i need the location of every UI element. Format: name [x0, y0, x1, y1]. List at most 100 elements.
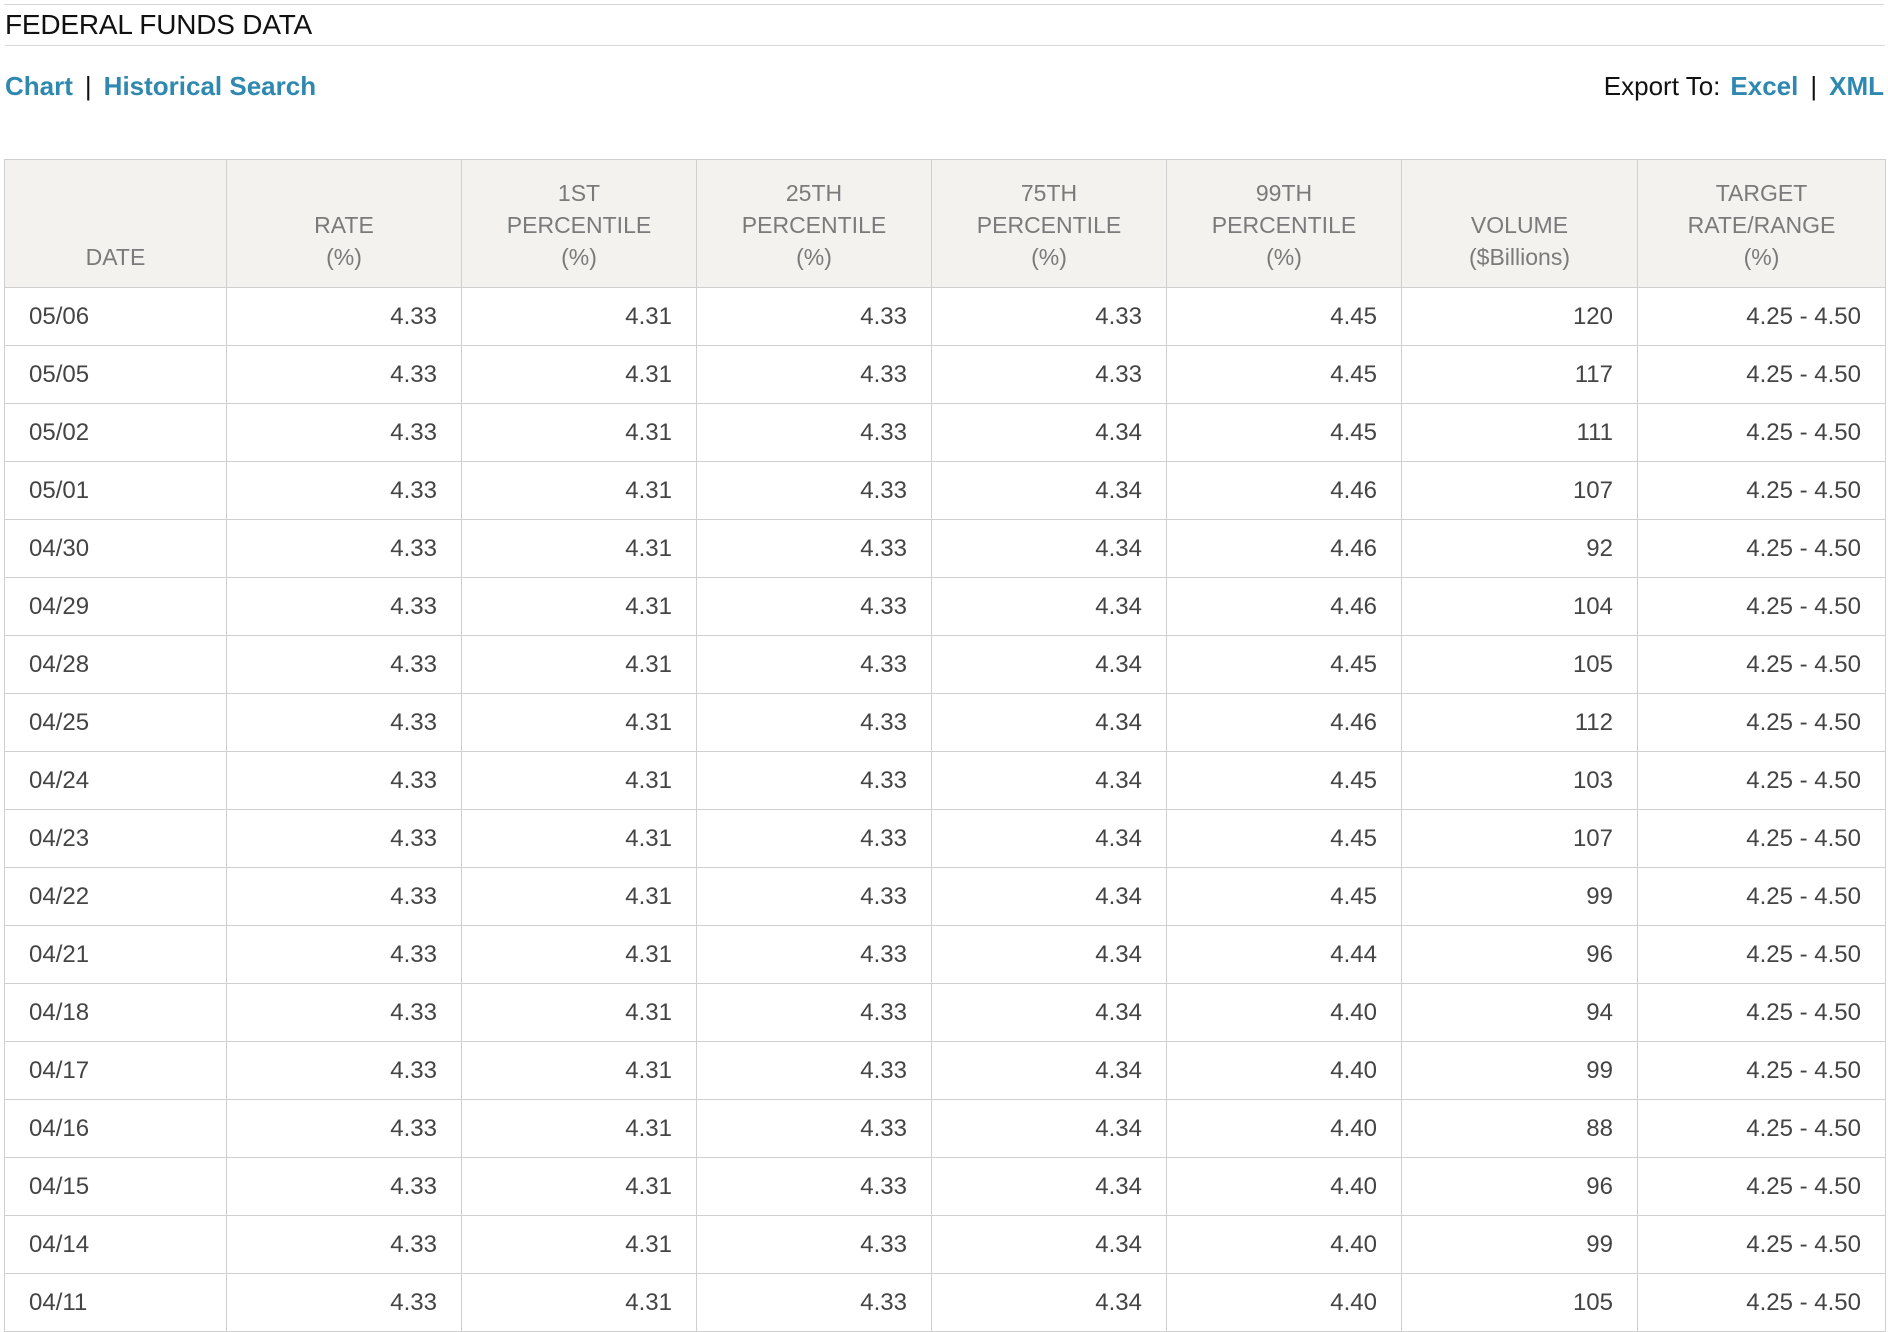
cell-99th-percentile: 4.40 [1166, 1157, 1402, 1216]
cell-volume: 112 [1401, 693, 1638, 752]
export-xml-link[interactable]: XML [1829, 70, 1884, 101]
cell-25th-percentile: 4.33 [696, 751, 932, 810]
column-header-line: PERCENTILE [741, 212, 887, 238]
cell-volume: 120 [1401, 287, 1638, 346]
table-row: 04/16 4.33 4.31 4.33 4.34 4.40 88 4.25 - 4.50 [4, 1099, 1886, 1158]
cell-volume: 104 [1401, 577, 1638, 636]
cell-1st-percentile: 4.31 [461, 693, 697, 752]
export-label: Export To: [1603, 70, 1721, 101]
table-body: 05/06 4.33 4.31 4.33 4.33 4.45 120 4.25 - 4.50 0… [4, 287, 1886, 1332]
column-header-line: RATE [314, 212, 374, 238]
table-row: 04/21 4.33 4.31 4.33 4.34 4.44 96 4.25 - 4.50 [4, 925, 1886, 984]
table-row: 04/25 4.33 4.31 4.33 4.34 4.46 112 4.25 - 4.50 [4, 693, 1886, 752]
cell-rate: 4.33 [226, 519, 462, 578]
cell-99th-percentile: 4.40 [1166, 1041, 1402, 1100]
cell-75th-percentile: 4.34 [931, 809, 1167, 868]
cell-99th-percentile: 4.40 [1166, 983, 1402, 1042]
page-title: FEDERAL FUNDS DATA [5, 5, 1885, 46]
cell-target-rate-range: 4.25 - 4.50 [1637, 983, 1886, 1042]
cell-25th-percentile: 4.33 [696, 403, 932, 462]
cell-target-rate-range: 4.25 - 4.50 [1637, 1215, 1886, 1274]
cell-volume: 105 [1401, 635, 1638, 694]
cell-rate: 4.33 [226, 461, 462, 520]
nav-separator: | [84, 70, 92, 101]
cell-75th-percentile: 4.34 [931, 1099, 1167, 1158]
cell-target-rate-range: 4.25 - 4.50 [1637, 345, 1886, 404]
cell-25th-percentile: 4.33 [696, 1273, 932, 1332]
cell-rate: 4.33 [226, 1215, 462, 1274]
table-row: 04/23 4.33 4.31 4.33 4.34 4.45 107 4.25 - 4.50 [4, 809, 1886, 868]
chart-link[interactable]: Chart [5, 70, 73, 101]
cell-1st-percentile: 4.31 [461, 1273, 697, 1332]
column-header-line: PERCENTILE [976, 212, 1122, 238]
cell-1st-percentile: 4.31 [461, 287, 697, 346]
table-row: 05/05 4.33 4.31 4.33 4.33 4.45 117 4.25 - 4.50 [4, 345, 1886, 404]
cell-date: 04/15 [4, 1157, 227, 1216]
cell-25th-percentile: 4.33 [696, 983, 932, 1042]
column-header-line: TARGET [1715, 180, 1808, 206]
column-header-rate: RATE (%) [226, 159, 462, 288]
column-header-25th-percentile: 25TH PERCENTILE (%) [696, 159, 932, 288]
cell-75th-percentile: 4.34 [931, 461, 1167, 520]
cell-date: 04/22 [4, 867, 227, 926]
cell-25th-percentile: 4.33 [696, 1041, 932, 1100]
historical-search-link[interactable]: Historical Search [103, 70, 317, 101]
cell-target-rate-range: 4.25 - 4.50 [1637, 867, 1886, 926]
column-header-line: (%) [1743, 244, 1780, 270]
cell-99th-percentile: 4.45 [1166, 403, 1402, 462]
table-row: 05/06 4.33 4.31 4.33 4.33 4.45 120 4.25 - 4.50 [4, 287, 1886, 346]
cell-75th-percentile: 4.34 [931, 577, 1167, 636]
column-header-target-rate-range: TARGET RATE/RANGE (%) [1637, 159, 1886, 288]
cell-target-rate-range: 4.25 - 4.50 [1637, 809, 1886, 868]
cell-75th-percentile: 4.34 [931, 925, 1167, 984]
table-row: 04/18 4.33 4.31 4.33 4.34 4.40 94 4.25 - 4.50 [4, 983, 1886, 1042]
cell-rate: 4.33 [226, 345, 462, 404]
table-row: 04/29 4.33 4.31 4.33 4.34 4.46 104 4.25 - 4.50 [4, 577, 1886, 636]
cell-1st-percentile: 4.31 [461, 1215, 697, 1274]
export-excel-link[interactable]: Excel [1730, 70, 1799, 101]
cell-date: 05/02 [4, 403, 227, 462]
cell-rate: 4.33 [226, 809, 462, 868]
cell-99th-percentile: 4.45 [1166, 635, 1402, 694]
cell-99th-percentile: 4.45 [1166, 867, 1402, 926]
cell-date: 04/17 [4, 1041, 227, 1100]
table-row: 04/11 4.33 4.31 4.33 4.34 4.40 105 4.25 - 4.50 [4, 1273, 1886, 1332]
cell-99th-percentile: 4.45 [1166, 809, 1402, 868]
cell-volume: 105 [1401, 1273, 1638, 1332]
cell-75th-percentile: 4.34 [931, 1041, 1167, 1100]
cell-target-rate-range: 4.25 - 4.50 [1637, 751, 1886, 810]
cell-25th-percentile: 4.33 [696, 867, 932, 926]
cell-1st-percentile: 4.31 [461, 519, 697, 578]
cell-75th-percentile: 4.34 [931, 1215, 1167, 1274]
cell-25th-percentile: 4.33 [696, 809, 932, 868]
column-header-line: (%) [1031, 244, 1067, 270]
cell-1st-percentile: 4.31 [461, 403, 697, 462]
cell-75th-percentile: 4.34 [931, 635, 1167, 694]
cell-date: 04/30 [4, 519, 227, 578]
cell-rate: 4.33 [226, 1041, 462, 1100]
cell-99th-percentile: 4.46 [1166, 461, 1402, 520]
column-header-volume: VOLUME ($Billions) [1401, 159, 1638, 288]
cell-rate: 4.33 [226, 287, 462, 346]
cell-date: 04/21 [4, 925, 227, 984]
column-header-line: PERCENTILE [506, 212, 652, 238]
cell-25th-percentile: 4.33 [696, 1157, 932, 1216]
cell-date: 04/28 [4, 635, 227, 694]
cell-target-rate-range: 4.25 - 4.50 [1637, 693, 1886, 752]
cell-rate: 4.33 [226, 693, 462, 752]
cell-75th-percentile: 4.34 [931, 519, 1167, 578]
cell-1st-percentile: 4.31 [461, 635, 697, 694]
cell-25th-percentile: 4.33 [696, 287, 932, 346]
table-row: 05/01 4.33 4.31 4.33 4.34 4.46 107 4.25 - 4.50 [4, 461, 1886, 520]
cell-rate: 4.33 [226, 1099, 462, 1158]
cell-volume: 111 [1401, 403, 1638, 462]
column-header-line: 25TH [785, 180, 843, 206]
column-header-line: 75TH [1020, 180, 1078, 206]
cell-date: 04/23 [4, 809, 227, 868]
table-header-row: DATE RATE (%) 1ST PERCENTILE (%) 25TH PERCENTIL… [4, 159, 1886, 288]
cell-75th-percentile: 4.34 [931, 867, 1167, 926]
table-row: 04/22 4.33 4.31 4.33 4.34 4.45 99 4.25 - 4.50 [4, 867, 1886, 926]
cell-rate: 4.33 [226, 983, 462, 1042]
column-header-line: PERCENTILE [1211, 212, 1357, 238]
column-header-line: 1ST [557, 180, 601, 206]
